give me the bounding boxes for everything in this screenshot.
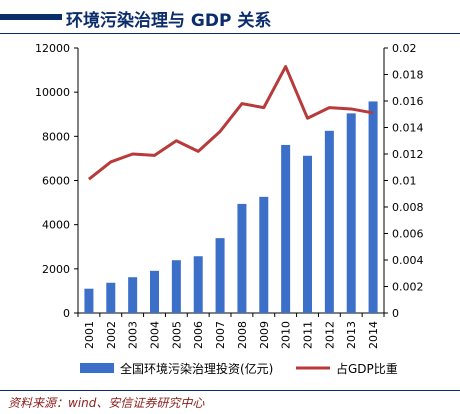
left-tick-label: 8000 (42, 130, 70, 143)
right-tick-label: 0.01 (392, 175, 417, 188)
right-tick-label: 0.012 (392, 148, 424, 161)
chart-title: 环境污染治理与 GDP 关系 (66, 11, 272, 31)
source-divider (0, 390, 460, 391)
left-tick-label: 6000 (42, 175, 70, 188)
right-tick-label: 0.006 (392, 228, 424, 241)
line-series-gdp-ratio (88, 65, 374, 181)
x-tick-label: 2003 (127, 321, 140, 349)
x-tick-label: 2014 (367, 321, 380, 349)
legend-label-bar: 全国环境污染治理投资(亿元) (120, 361, 273, 376)
title-bar: 环境污染治理与 GDP 关系 (0, 0, 460, 34)
right-tick-label: 0.016 (392, 95, 424, 108)
bar-2002 (106, 282, 116, 313)
x-tick-label: 2008 (236, 321, 249, 349)
right-tick-label: 0.008 (392, 201, 424, 214)
bar-2006 (193, 256, 203, 313)
bar-2010 (281, 144, 291, 313)
bar-2011 (303, 155, 312, 313)
bar-2008 (237, 203, 247, 313)
x-tick-label: 2004 (149, 321, 162, 349)
legend-swatch-bar (80, 363, 114, 373)
right-tick-label: 0.018 (392, 69, 424, 82)
chart-area: 0 2000 4000 6000 8000 10000 12000 0 0.002 0.004 0.… (35, 42, 424, 376)
left-tick-label: 0 (63, 307, 70, 320)
x-tick-label: 2013 (345, 321, 358, 349)
bar-2014 (368, 101, 378, 313)
right-tick-label: 0.02 (392, 42, 417, 55)
left-tick-label: 10000 (35, 86, 70, 99)
x-tick-label: 2002 (105, 321, 118, 349)
left-tick-label: 12000 (35, 42, 70, 55)
x-tick-label: 2012 (323, 321, 336, 349)
source-note: 资料来源：wind、安信证券研究中心 (8, 396, 205, 410)
x-tick-label: 2006 (192, 321, 205, 349)
right-tick-label: 0.002 (392, 281, 424, 294)
title-divider (0, 33, 460, 34)
bar-2004 (150, 270, 159, 313)
bar-2012 (324, 130, 334, 313)
x-tick-label: 2011 (302, 321, 315, 349)
title-accent-bar (0, 14, 62, 20)
right-tick-label: 0.014 (392, 122, 424, 135)
x-tick-label: 2001 (83, 321, 96, 349)
bar-2003 (128, 277, 138, 313)
bar-2005 (171, 260, 181, 313)
x-tick-label: 2005 (170, 321, 183, 349)
bar-2001 (84, 288, 94, 313)
left-tick-label: 2000 (42, 263, 70, 276)
bar-2007 (215, 238, 225, 313)
legend-label-line: 占GDP比重 (336, 361, 398, 376)
bar-2013 (346, 113, 356, 313)
bar-2009 (259, 196, 269, 313)
left-tick-label: 4000 (42, 219, 70, 232)
x-tick-label: 2007 (214, 321, 227, 349)
right-tick-label: 0 (392, 307, 399, 320)
x-tick-label: 2010 (280, 321, 293, 349)
x-tick-label: 2009 (258, 321, 271, 349)
right-tick-label: 0.004 (392, 254, 424, 267)
